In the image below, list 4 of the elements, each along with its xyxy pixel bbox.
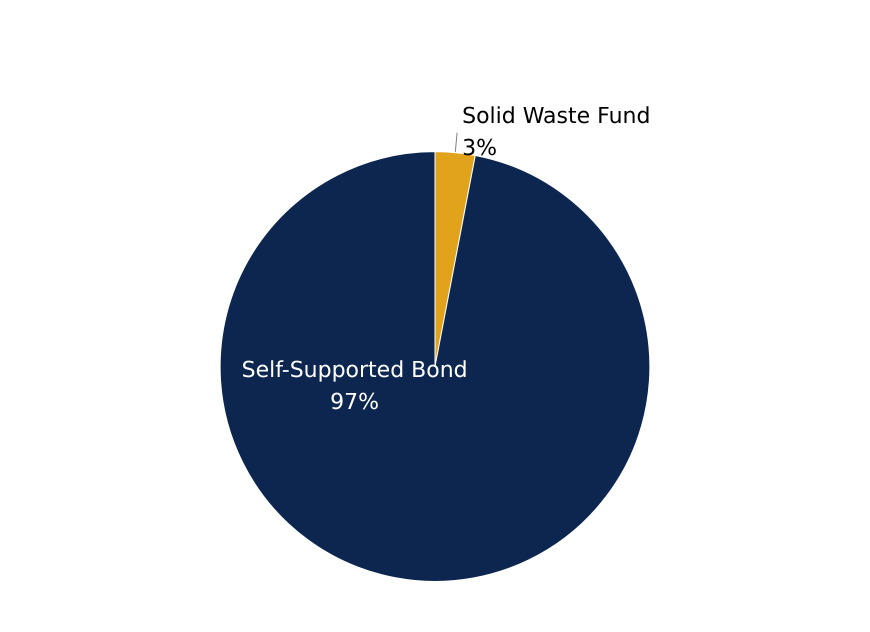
data-label: 97% bbox=[330, 390, 380, 416]
slice-label: Self-Supported Bond bbox=[242, 358, 468, 384]
data-label: 3% bbox=[462, 136, 498, 162]
slice-label: Solid Waste Fund bbox=[462, 104, 650, 130]
